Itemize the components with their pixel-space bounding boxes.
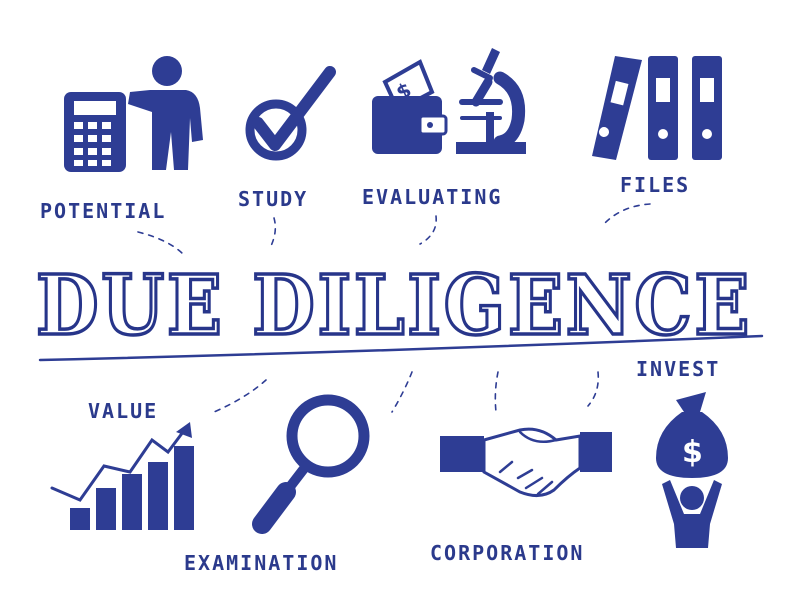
- main-title: DUE DILIGENCE: [36, 258, 752, 354]
- handshake-icon: [440, 427, 612, 497]
- value-label: VALUE: [88, 399, 158, 423]
- examination-label: EXAMINATION: [184, 551, 338, 575]
- invest-label: INVEST: [636, 357, 720, 381]
- microscope-icon: [456, 48, 526, 154]
- connector-corporation: [494, 371, 499, 413]
- connector-study: [269, 217, 277, 249]
- check-circle-icon: [245, 66, 336, 161]
- money-bag-person-icon: $: [656, 392, 728, 548]
- evaluating-label: EVALUATING: [362, 185, 502, 209]
- connector-examination: [391, 371, 413, 413]
- connector-value: [213, 379, 267, 413]
- growth-chart-icon: [50, 422, 194, 530]
- title-underline: [38, 334, 764, 362]
- study-label: STUDY: [238, 187, 308, 211]
- potential-label: POTENTIAL: [40, 199, 166, 223]
- connector-evaluating: [419, 215, 437, 245]
- wallet-icon: $: [372, 59, 448, 154]
- file-binders-icon: [592, 56, 722, 160]
- connector-invest: [587, 371, 600, 407]
- dollar-icon: $: [682, 435, 703, 470]
- connector-potential: [137, 231, 186, 257]
- calculator-person-icon: [64, 56, 203, 172]
- connector-files: [601, 203, 651, 227]
- files-label: FILES: [620, 173, 690, 197]
- magnifying-glass-icon: [252, 394, 370, 534]
- corporation-label: CORPORATION: [430, 541, 584, 565]
